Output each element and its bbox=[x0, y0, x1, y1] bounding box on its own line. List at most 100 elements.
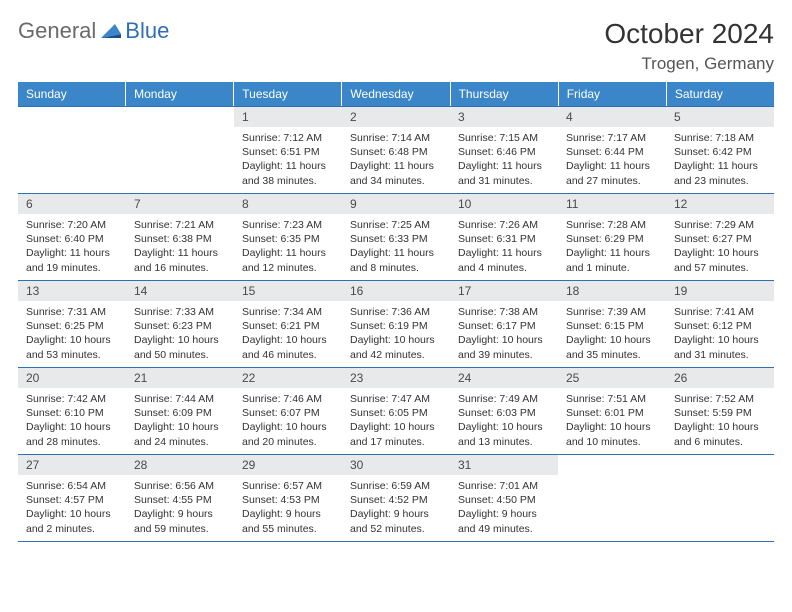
day-cell-24: 24Sunrise: 7:49 AMSunset: 6:03 PMDayligh… bbox=[450, 368, 558, 454]
day-number: 28 bbox=[126, 455, 234, 475]
daylight: Daylight: 10 hours and 50 minutes. bbox=[134, 333, 226, 361]
sunrise: Sunrise: 7:25 AM bbox=[350, 218, 442, 232]
day-number: 15 bbox=[234, 281, 342, 301]
sunrise: Sunrise: 7:47 AM bbox=[350, 392, 442, 406]
day-number: 25 bbox=[558, 368, 666, 388]
week-row: 1Sunrise: 7:12 AMSunset: 6:51 PMDaylight… bbox=[18, 106, 774, 193]
day-body: Sunrise: 7:42 AMSunset: 6:10 PMDaylight:… bbox=[18, 388, 126, 453]
day-body: Sunrise: 6:56 AMSunset: 4:55 PMDaylight:… bbox=[126, 475, 234, 540]
sunset: Sunset: 4:53 PM bbox=[242, 493, 334, 507]
day-body: Sunrise: 7:01 AMSunset: 4:50 PMDaylight:… bbox=[450, 475, 558, 540]
day-body: Sunrise: 7:12 AMSunset: 6:51 PMDaylight:… bbox=[234, 127, 342, 192]
day-number: 20 bbox=[18, 368, 126, 388]
day-number: 2 bbox=[342, 107, 450, 127]
sunrise: Sunrise: 6:56 AM bbox=[134, 479, 226, 493]
day-cell-2: 2Sunrise: 7:14 AMSunset: 6:48 PMDaylight… bbox=[342, 107, 450, 193]
day-cell-5: 5Sunrise: 7:18 AMSunset: 6:42 PMDaylight… bbox=[666, 107, 774, 193]
day-cell-16: 16Sunrise: 7:36 AMSunset: 6:19 PMDayligh… bbox=[342, 281, 450, 367]
day-cell-18: 18Sunrise: 7:39 AMSunset: 6:15 PMDayligh… bbox=[558, 281, 666, 367]
sunrise: Sunrise: 7:20 AM bbox=[26, 218, 118, 232]
day-cell-19: 19Sunrise: 7:41 AMSunset: 6:12 PMDayligh… bbox=[666, 281, 774, 367]
day-cell-13: 13Sunrise: 7:31 AMSunset: 6:25 PMDayligh… bbox=[18, 281, 126, 367]
day-cell-22: 22Sunrise: 7:46 AMSunset: 6:07 PMDayligh… bbox=[234, 368, 342, 454]
day-cell-3: 3Sunrise: 7:15 AMSunset: 6:46 PMDaylight… bbox=[450, 107, 558, 193]
day-number: 31 bbox=[450, 455, 558, 475]
sunset: Sunset: 6:15 PM bbox=[566, 319, 658, 333]
sunrise: Sunrise: 7:12 AM bbox=[242, 131, 334, 145]
day-of-week-header: SundayMondayTuesdayWednesdayThursdayFrid… bbox=[18, 82, 774, 106]
daylight: Daylight: 10 hours and 53 minutes. bbox=[26, 333, 118, 361]
day-body: Sunrise: 7:52 AMSunset: 5:59 PMDaylight:… bbox=[666, 388, 774, 453]
day-number: 1 bbox=[234, 107, 342, 127]
daylight: Daylight: 9 hours and 59 minutes. bbox=[134, 507, 226, 535]
day-body: Sunrise: 7:33 AMSunset: 6:23 PMDaylight:… bbox=[126, 301, 234, 366]
daylight: Daylight: 11 hours and 1 minute. bbox=[566, 246, 658, 274]
daylight: Daylight: 11 hours and 16 minutes. bbox=[134, 246, 226, 274]
daylight: Daylight: 10 hours and 24 minutes. bbox=[134, 420, 226, 448]
day-number: 7 bbox=[126, 194, 234, 214]
day-number: 13 bbox=[18, 281, 126, 301]
sunset: Sunset: 4:50 PM bbox=[458, 493, 550, 507]
sunrise: Sunrise: 7:51 AM bbox=[566, 392, 658, 406]
day-number: 17 bbox=[450, 281, 558, 301]
day-number: 5 bbox=[666, 107, 774, 127]
day-body: Sunrise: 7:34 AMSunset: 6:21 PMDaylight:… bbox=[234, 301, 342, 366]
sunrise: Sunrise: 7:29 AM bbox=[674, 218, 766, 232]
sunrise: Sunrise: 7:31 AM bbox=[26, 305, 118, 319]
sunset: Sunset: 6:09 PM bbox=[134, 406, 226, 420]
sunrise: Sunrise: 7:21 AM bbox=[134, 218, 226, 232]
sunset: Sunset: 6:42 PM bbox=[674, 145, 766, 159]
dow-saturday: Saturday bbox=[667, 82, 774, 106]
day-number: 12 bbox=[666, 194, 774, 214]
week-row: 6Sunrise: 7:20 AMSunset: 6:40 PMDaylight… bbox=[18, 193, 774, 280]
day-cell-27: 27Sunrise: 6:54 AMSunset: 4:57 PMDayligh… bbox=[18, 455, 126, 541]
sunrise: Sunrise: 7:52 AM bbox=[674, 392, 766, 406]
day-cell-14: 14Sunrise: 7:33 AMSunset: 6:23 PMDayligh… bbox=[126, 281, 234, 367]
day-cell-30: 30Sunrise: 6:59 AMSunset: 4:52 PMDayligh… bbox=[342, 455, 450, 541]
day-cell-26: 26Sunrise: 7:52 AMSunset: 5:59 PMDayligh… bbox=[666, 368, 774, 454]
daylight: Daylight: 10 hours and 35 minutes. bbox=[566, 333, 658, 361]
day-body: Sunrise: 7:21 AMSunset: 6:38 PMDaylight:… bbox=[126, 214, 234, 279]
sunset: Sunset: 6:03 PM bbox=[458, 406, 550, 420]
sunset: Sunset: 6:31 PM bbox=[458, 232, 550, 246]
sunset: Sunset: 6:38 PM bbox=[134, 232, 226, 246]
sunrise: Sunrise: 7:41 AM bbox=[674, 305, 766, 319]
dow-friday: Friday bbox=[559, 82, 667, 106]
day-cell-29: 29Sunrise: 6:57 AMSunset: 4:53 PMDayligh… bbox=[234, 455, 342, 541]
daylight: Daylight: 10 hours and 6 minutes. bbox=[674, 420, 766, 448]
sunset: Sunset: 6:21 PM bbox=[242, 319, 334, 333]
day-body: Sunrise: 7:18 AMSunset: 6:42 PMDaylight:… bbox=[666, 127, 774, 192]
day-body: Sunrise: 7:39 AMSunset: 6:15 PMDaylight:… bbox=[558, 301, 666, 366]
sunrise: Sunrise: 6:57 AM bbox=[242, 479, 334, 493]
sunset: Sunset: 4:52 PM bbox=[350, 493, 442, 507]
day-cell-21: 21Sunrise: 7:44 AMSunset: 6:09 PMDayligh… bbox=[126, 368, 234, 454]
day-body: Sunrise: 7:15 AMSunset: 6:46 PMDaylight:… bbox=[450, 127, 558, 192]
day-cell-17: 17Sunrise: 7:38 AMSunset: 6:17 PMDayligh… bbox=[450, 281, 558, 367]
day-body: Sunrise: 6:54 AMSunset: 4:57 PMDaylight:… bbox=[18, 475, 126, 540]
sunset: Sunset: 6:48 PM bbox=[350, 145, 442, 159]
day-number: 14 bbox=[126, 281, 234, 301]
sunrise: Sunrise: 7:39 AM bbox=[566, 305, 658, 319]
day-number: 22 bbox=[234, 368, 342, 388]
day-number: 19 bbox=[666, 281, 774, 301]
sunset: Sunset: 6:33 PM bbox=[350, 232, 442, 246]
day-number: 24 bbox=[450, 368, 558, 388]
sunrise: Sunrise: 7:18 AM bbox=[674, 131, 766, 145]
dow-tuesday: Tuesday bbox=[234, 82, 342, 106]
sunrise: Sunrise: 7:01 AM bbox=[458, 479, 550, 493]
day-body: Sunrise: 7:46 AMSunset: 6:07 PMDaylight:… bbox=[234, 388, 342, 453]
day-number: 26 bbox=[666, 368, 774, 388]
sunset: Sunset: 6:12 PM bbox=[674, 319, 766, 333]
day-number: 23 bbox=[342, 368, 450, 388]
week-row: 13Sunrise: 7:31 AMSunset: 6:25 PMDayligh… bbox=[18, 280, 774, 367]
day-cell-23: 23Sunrise: 7:47 AMSunset: 6:05 PMDayligh… bbox=[342, 368, 450, 454]
day-number: 30 bbox=[342, 455, 450, 475]
sunrise: Sunrise: 7:28 AM bbox=[566, 218, 658, 232]
sunrise: Sunrise: 7:49 AM bbox=[458, 392, 550, 406]
daylight: Daylight: 10 hours and 10 minutes. bbox=[566, 420, 658, 448]
sunrise: Sunrise: 7:14 AM bbox=[350, 131, 442, 145]
dow-thursday: Thursday bbox=[451, 82, 559, 106]
sunrise: Sunrise: 7:36 AM bbox=[350, 305, 442, 319]
day-cell-6: 6Sunrise: 7:20 AMSunset: 6:40 PMDaylight… bbox=[18, 194, 126, 280]
week-row: 20Sunrise: 7:42 AMSunset: 6:10 PMDayligh… bbox=[18, 367, 774, 454]
